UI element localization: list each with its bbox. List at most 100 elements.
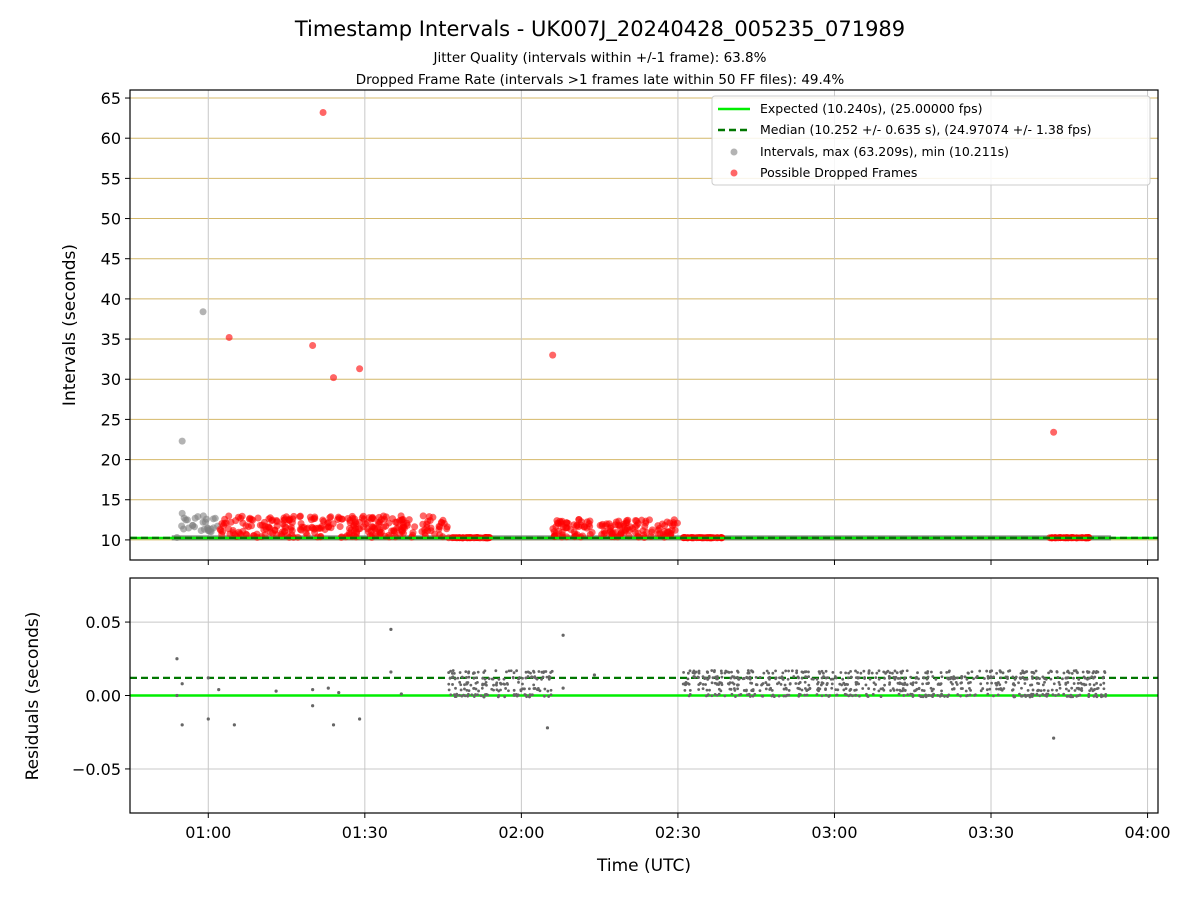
residual-point	[847, 671, 851, 675]
residual-point	[492, 683, 495, 687]
residual-point	[822, 671, 825, 675]
residual-point	[781, 671, 785, 675]
residual-point	[708, 688, 711, 692]
residual-point	[891, 671, 894, 675]
chart-subtitle-dropped: Dropped Frame Rate (intervals >1 frames …	[356, 72, 845, 88]
legend-expected-label: Expected (10.240s), (25.00000 fps)	[760, 101, 982, 116]
interval-point	[182, 516, 190, 524]
residual-point	[592, 673, 597, 677]
residual-point	[454, 686, 457, 690]
residual-point	[1042, 688, 1046, 692]
residual-point	[542, 694, 546, 698]
residual-point	[777, 681, 781, 685]
residual-point	[854, 669, 857, 673]
dropped-frame-point	[239, 519, 247, 527]
dropped-frame-point	[612, 528, 620, 536]
residual-point	[940, 692, 943, 696]
residual-point	[924, 695, 928, 699]
residual-point	[687, 682, 691, 686]
dropped-frame-point	[360, 523, 368, 531]
x-tick-label: 02:00	[498, 823, 544, 842]
dropped-frame-point	[575, 516, 583, 524]
dropped-frame-point	[377, 529, 385, 537]
residual-point	[1001, 671, 1005, 675]
residual-point	[903, 681, 907, 685]
residual-point	[1089, 687, 1093, 691]
interval-point	[211, 514, 219, 522]
residual-point	[465, 688, 469, 692]
dropped-frame-point	[349, 514, 357, 522]
residual-point	[511, 675, 515, 679]
residual-point	[526, 675, 530, 678]
dropped-frame-point	[606, 524, 614, 532]
residual-point	[730, 670, 733, 674]
residual-point	[871, 692, 875, 696]
residual-point	[785, 687, 788, 691]
residual-point	[502, 682, 506, 686]
residual-point	[463, 687, 466, 691]
legend-box	[711, 95, 1151, 186]
residual-point	[961, 687, 964, 690]
legend-dropped-swatch	[730, 169, 738, 177]
dropped-frame-point	[622, 527, 630, 535]
residual-point	[868, 677, 872, 681]
residual-point	[1021, 671, 1025, 675]
residual-point	[746, 671, 750, 675]
residual-point	[458, 671, 462, 674]
residual-point	[825, 682, 829, 685]
residual-point	[692, 669, 696, 673]
residual-point	[732, 682, 736, 686]
residual-point	[902, 677, 906, 681]
dropped-frame-point	[319, 108, 327, 116]
dropped-frame-point	[231, 531, 239, 539]
residual-point	[808, 686, 812, 690]
residual-point	[1066, 669, 1070, 673]
residual-point	[1076, 681, 1080, 685]
residual-point	[844, 687, 848, 691]
residual-point	[849, 669, 852, 673]
residual-point	[547, 695, 551, 698]
top-y-tick-label: 50	[101, 210, 121, 229]
chart-title: Timestamp Intervals - UK007J_20240428_00…	[294, 17, 905, 42]
dropped-frame-point	[623, 517, 631, 525]
residual-point	[989, 675, 993, 679]
residual-point	[926, 670, 930, 673]
residual-point	[1083, 676, 1087, 680]
residual-point	[697, 669, 701, 673]
residual-point	[930, 670, 933, 674]
residual-point	[855, 681, 859, 684]
residual-point	[704, 676, 708, 680]
residual-point	[688, 693, 692, 696]
residual-point	[854, 693, 858, 697]
residual-point	[952, 677, 955, 681]
dropped-frame-point	[409, 529, 417, 537]
residual-point	[1013, 677, 1017, 681]
residual-point	[1091, 676, 1095, 680]
dropped-frame-point	[380, 523, 388, 531]
residual-point	[766, 683, 769, 687]
residual-point	[856, 671, 859, 674]
residual-point	[1049, 677, 1053, 681]
dropped-frame-point	[248, 522, 256, 530]
residual-point	[737, 693, 741, 697]
residual-point	[311, 704, 315, 708]
residual-point	[546, 689, 550, 693]
residual-point	[549, 671, 553, 674]
residual-point	[947, 677, 950, 681]
residual-point	[887, 675, 891, 678]
dropped-frame-point	[296, 513, 304, 521]
residual-point	[797, 682, 801, 686]
residual-point	[1019, 672, 1023, 675]
residual-point	[751, 694, 755, 698]
residual-point	[494, 669, 498, 673]
residual-point	[959, 694, 962, 698]
residual-point	[1023, 682, 1027, 685]
residual-point	[981, 687, 985, 690]
dropped-frame-point	[316, 525, 324, 533]
residual-point	[460, 675, 464, 679]
dropped-frame-point	[330, 374, 338, 382]
interval-point	[197, 527, 205, 535]
residual-point	[512, 688, 516, 692]
residual-point	[727, 682, 731, 686]
residual-point	[715, 677, 718, 681]
